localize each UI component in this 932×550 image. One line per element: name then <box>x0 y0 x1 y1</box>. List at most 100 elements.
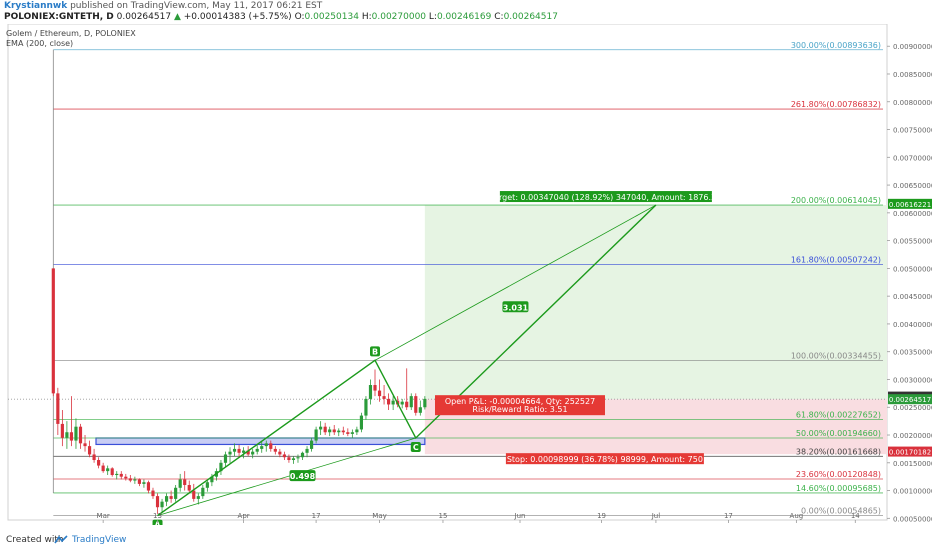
candle-body <box>337 430 341 433</box>
indicator-label[interactable]: EMA (200, close) <box>6 39 74 48</box>
y-tick-label: 0.00500000 <box>893 265 932 273</box>
price-tag-label: 0.00264517 <box>889 396 931 404</box>
price-tag <box>888 198 932 209</box>
candle-body <box>264 443 268 447</box>
candle-body <box>205 482 209 488</box>
candle-body <box>269 443 273 449</box>
publish-line: Krystiannwk published on TradingView.com… <box>4 1 924 12</box>
fib-level-label: 261.80%(0.00786832) <box>791 100 881 109</box>
tradingview-brand[interactable]: TradingView <box>72 535 127 545</box>
price-change: +0.00014383 (+5.75%) <box>183 12 292 22</box>
candle-body <box>119 473 123 477</box>
fib-level-label: 0.00%(0.00054865) <box>801 507 881 516</box>
pattern-point-label: B <box>372 347 378 356</box>
up-arrow-icon: ▲ <box>173 12 181 22</box>
ratio-badge <box>289 470 316 482</box>
candle-body <box>391 400 395 405</box>
candle-body <box>278 451 282 455</box>
candle-body <box>169 496 173 499</box>
candle-body <box>319 426 323 430</box>
abcd-pattern-line <box>157 204 657 517</box>
stop-label: Stop: 0.00098999 (36.78%) 98999, Amount:… <box>507 455 703 464</box>
candle-body <box>110 468 114 476</box>
fib-level-label: 14.60%(0.00095685) <box>796 484 881 493</box>
fib-level-label: 200.00%(0.00614045) <box>791 196 881 205</box>
chart-header: Krystiannwk published on TradingView.com… <box>4 1 924 23</box>
candle-body <box>296 457 300 459</box>
x-tick-label: Jul <box>651 512 661 520</box>
chart-area[interactable]: 300.00%(0.00893636) 261.80%(0.00786832) 20… <box>0 23 932 530</box>
candle-body <box>228 451 232 455</box>
x-tick-label: May <box>372 512 386 520</box>
created-with-label: Created with <box>6 535 64 545</box>
candle-body <box>341 430 345 433</box>
candle-body <box>255 448 259 452</box>
risk-reward-label: Risk/Reward Ratio: 3.51 <box>472 405 567 414</box>
candle-body <box>260 446 264 449</box>
author-link[interactable]: Krystiannwk <box>4 1 68 11</box>
high-value: 0.00270000 <box>371 12 427 22</box>
candle-body <box>409 396 413 408</box>
candle-body <box>87 446 92 455</box>
candle-body <box>355 429 359 433</box>
candle-body <box>56 393 60 424</box>
x-tick-label: Aug <box>790 512 804 520</box>
candle-body <box>133 479 137 481</box>
high-label: H: <box>361 12 372 22</box>
candle-body <box>164 496 169 502</box>
target-label: Target: 0.00347040 (128.92%) 347040, Amo… <box>490 193 722 202</box>
candle-body <box>83 443 87 447</box>
candle-body <box>414 396 418 413</box>
x-tick-label: Mar <box>97 512 110 520</box>
x-tick-label: 17 <box>312 512 321 520</box>
ohlc-line: POLONIEX:GNTETH, D 0.00264517 ▲ +0.00014… <box>4 12 924 23</box>
y-tick-label: 0.00700000 <box>893 154 932 162</box>
price-tag-label: 0.00170182 <box>889 449 931 457</box>
y-tick-label: 0.00150000 <box>893 460 932 468</box>
candle-body <box>291 458 296 461</box>
y-tick-label: 0.00200000 <box>893 432 932 440</box>
x-tick-label: 17 <box>724 512 733 520</box>
candle-body <box>359 415 363 430</box>
pnl-label: Open P&L: -0.00004664, Qty: 252527 <box>445 397 595 406</box>
candle-body <box>160 501 164 508</box>
y-tick-label: 0.00600000 <box>893 210 932 218</box>
pattern-point-label: C <box>413 443 419 452</box>
candle-body <box>210 476 214 483</box>
candle-body <box>314 429 318 441</box>
candle-body <box>273 448 277 452</box>
candle-body <box>223 454 228 463</box>
price-chart[interactable]: 300.00%(0.00893636) 261.80%(0.00786832) 20… <box>0 23 932 530</box>
x-tick-label: Apr <box>238 512 250 520</box>
x-tick-label: Jun <box>514 512 526 520</box>
tradingview-logo-icon <box>54 535 68 544</box>
fib-level-label: 50.00%(0.00194660) <box>796 429 881 438</box>
candle-body <box>305 448 309 453</box>
candle-body <box>151 490 155 497</box>
y-tick-label: 0.00550000 <box>893 238 932 246</box>
candle-body <box>124 476 128 479</box>
ratio-connector-ac <box>157 437 416 517</box>
candle-body <box>183 479 187 486</box>
target-zone <box>424 205 887 400</box>
fib-level-label: 100.00%(0.00334455) <box>791 351 881 360</box>
candle-body <box>137 479 141 484</box>
candle-body <box>65 432 69 438</box>
y-tick-label: 0.00350000 <box>893 349 932 357</box>
candle-body <box>178 479 182 488</box>
publish-info: published on TradingView.com, May 11, 20… <box>70 1 323 11</box>
x-tick-label: 13 <box>153 512 162 520</box>
series-title: Golem / Ethereum, D, POLONIEX <box>6 29 136 38</box>
fib-level-label: 161.80%(0.00507242) <box>791 255 881 264</box>
candle-body <box>155 496 160 508</box>
candle-body <box>242 450 246 453</box>
price-tag-label: 0.00616221 <box>889 201 931 209</box>
y-tick-label: 0.00900000 <box>893 43 932 51</box>
stop-badge <box>505 453 704 465</box>
candle-body <box>92 454 96 461</box>
candle-body <box>382 396 386 399</box>
candle-body <box>323 426 327 433</box>
candle-body <box>196 496 200 499</box>
open-value: 0.00250134 <box>304 12 359 22</box>
low-label: L: <box>428 12 437 22</box>
